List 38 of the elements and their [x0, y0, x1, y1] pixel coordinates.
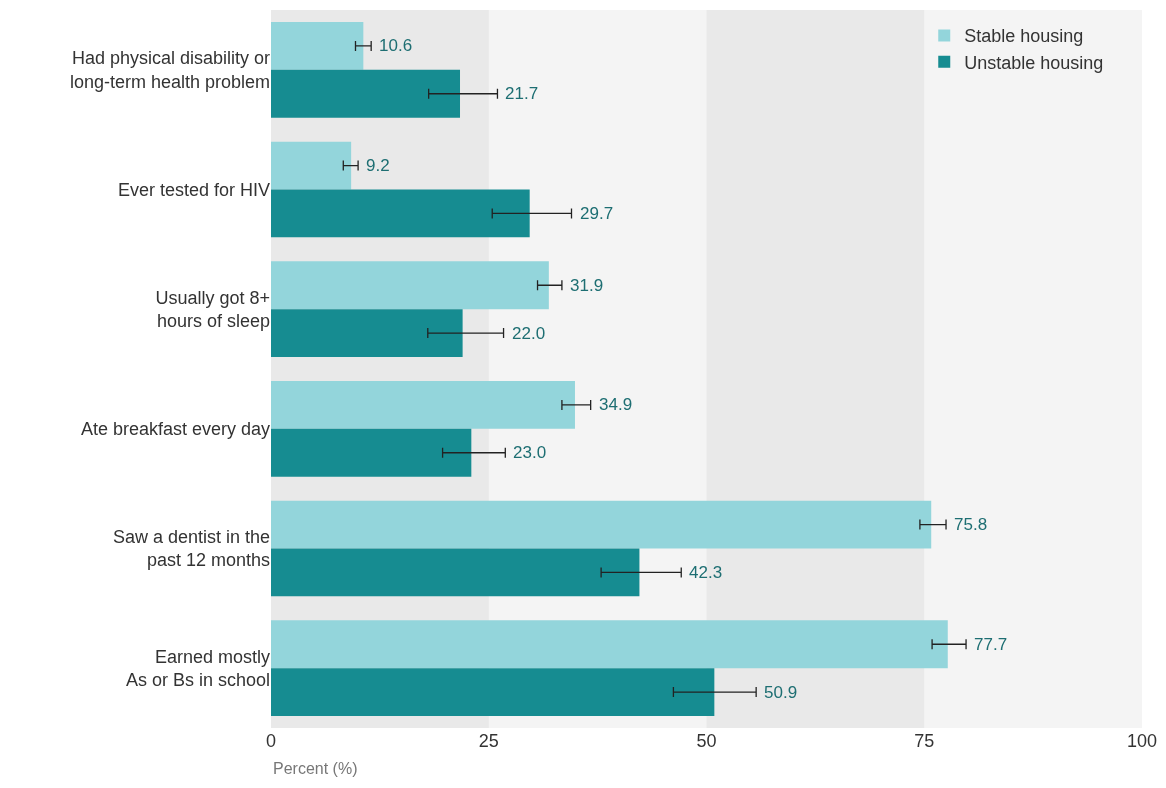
- legend-label: Stable housing: [964, 26, 1084, 47]
- x-tick-label: 50: [696, 731, 717, 751]
- data-label: 21.7: [505, 84, 539, 103]
- legend-label: Unstable housing: [964, 52, 1104, 73]
- bar: [271, 548, 640, 597]
- bar: [271, 261, 549, 310]
- data-label: 10.6: [379, 36, 413, 55]
- y-tick-label: Ate breakfast every day: [80, 419, 270, 440]
- x-tick-label: 75: [914, 731, 935, 751]
- bar: [271, 69, 461, 118]
- x-axis-title: Percent (%): [273, 760, 358, 777]
- x-tick-label: 100: [1126, 731, 1158, 751]
- x-tick-label: 0: [265, 731, 277, 751]
- data-label: 42.3: [689, 563, 723, 582]
- bar: [271, 189, 530, 238]
- y-tick-label: Had physical disability or long-term health problem: [69, 48, 270, 92]
- bar: [271, 380, 575, 429]
- data-label: 77.7: [974, 635, 1008, 654]
- bar: [271, 428, 472, 477]
- bar: [271, 21, 364, 70]
- bar: [271, 141, 352, 190]
- x-tick-label: 25: [478, 731, 499, 751]
- bar: [271, 668, 715, 717]
- bar: [271, 500, 932, 549]
- bar: [271, 620, 948, 669]
- y-tick-label: Saw a dentist in the past 12 months: [112, 527, 270, 571]
- data-label: 75.8: [954, 515, 988, 534]
- data-label: 34.9: [599, 395, 633, 414]
- bar: [271, 309, 463, 358]
- data-label: 22.0: [512, 324, 546, 343]
- data-label: 23.0: [513, 443, 547, 462]
- y-tick-label: Earned mostly As or Bs in school: [125, 646, 270, 691]
- y-tick-label: Ever tested for HIV: [117, 179, 270, 200]
- data-label: 50.9: [764, 683, 798, 702]
- data-label: 31.9: [570, 276, 604, 295]
- data-label: 29.7: [580, 204, 614, 223]
- y-tick-label: Usually got 8+ hours of sleep: [155, 287, 270, 332]
- data-label: 9.2: [366, 156, 390, 175]
